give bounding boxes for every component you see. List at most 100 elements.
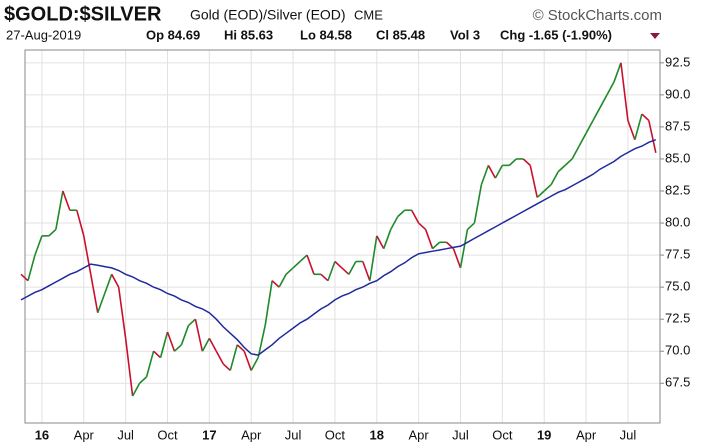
exchange: CME bbox=[354, 7, 383, 22]
price-segment bbox=[334, 260, 343, 269]
price-segment bbox=[578, 132, 587, 147]
price-segment bbox=[459, 229, 469, 269]
low: Lo 84.58 bbox=[300, 27, 352, 42]
price-segment bbox=[452, 248, 462, 269]
y-tick-label: 92.5 bbox=[665, 54, 690, 69]
price-segment bbox=[648, 120, 657, 153]
price-segment bbox=[362, 261, 371, 281]
price-segment bbox=[327, 261, 336, 281]
price-segment bbox=[264, 280, 273, 326]
price-segment bbox=[410, 209, 420, 224]
volume: Vol 3 bbox=[450, 27, 480, 42]
y-tick-label: 80.0 bbox=[665, 214, 690, 229]
price-segment bbox=[473, 184, 483, 224]
x-tick-label: Jul bbox=[452, 427, 469, 442]
price-segment bbox=[599, 94, 608, 109]
price-segment bbox=[48, 228, 57, 237]
moving-average bbox=[20, 138, 657, 356]
price-segment bbox=[194, 319, 204, 352]
price-segment bbox=[180, 325, 190, 346]
x-tick-label: 18 bbox=[370, 427, 384, 442]
x-tick-label: Apr bbox=[576, 427, 597, 442]
x-tick-label: 16 bbox=[35, 427, 49, 442]
x-tick-label: Jul bbox=[285, 427, 302, 442]
y-tick-label: 87.5 bbox=[665, 118, 690, 133]
x-tick-label: Oct bbox=[157, 427, 178, 442]
price-segment bbox=[543, 183, 552, 192]
price-segment bbox=[536, 190, 545, 198]
price-segment bbox=[292, 260, 301, 269]
price-segment bbox=[153, 350, 162, 359]
price-segment bbox=[278, 273, 287, 288]
price-segment bbox=[27, 254, 36, 281]
price-segment bbox=[348, 261, 357, 275]
y-tick-label: 77.5 bbox=[665, 247, 690, 262]
x-tick-label: Apr bbox=[241, 427, 262, 442]
y-tick-label: 67.5 bbox=[665, 375, 690, 390]
x-tick-label: 17 bbox=[202, 427, 216, 442]
price-segment bbox=[173, 344, 182, 352]
price-segment bbox=[627, 120, 636, 140]
close: Cl 85.48 bbox=[376, 27, 425, 42]
price-segment bbox=[306, 254, 315, 275]
price-segment bbox=[390, 216, 399, 230]
price-segment bbox=[243, 350, 252, 371]
source: © StockCharts.com bbox=[533, 7, 662, 24]
price-segment bbox=[124, 338, 134, 397]
change: Chg -1.65 (-1.90%) bbox=[500, 27, 612, 42]
price-segment bbox=[62, 190, 71, 211]
chart-title: $GOLD:$SILVER bbox=[4, 3, 162, 25]
price-segment bbox=[201, 338, 211, 352]
price-segment bbox=[397, 209, 406, 218]
price-segment bbox=[571, 145, 580, 160]
price-segment bbox=[613, 62, 622, 83]
x-tick-label: Apr bbox=[409, 427, 430, 442]
price-segment bbox=[131, 382, 141, 397]
price-segment bbox=[418, 222, 427, 231]
high: Hi 85.63 bbox=[224, 27, 273, 42]
x-tick-label: Jul bbox=[620, 427, 637, 442]
price-segment bbox=[208, 338, 218, 352]
price-segment bbox=[529, 165, 539, 198]
price-segment bbox=[82, 235, 92, 275]
price-segment bbox=[20, 273, 29, 282]
price-segment bbox=[222, 363, 231, 372]
price-segment bbox=[110, 273, 120, 288]
price-segment bbox=[585, 120, 594, 134]
price-segment bbox=[494, 164, 504, 179]
chart-subtitle: Gold (EOD)/Silver (EOD) bbox=[190, 7, 346, 23]
price-segment bbox=[382, 229, 392, 249]
price-segment bbox=[285, 267, 294, 275]
x-tick-label: Oct bbox=[492, 427, 513, 442]
down-arrow bbox=[650, 33, 660, 39]
price-segment bbox=[432, 241, 441, 250]
x-tick-label: 19 bbox=[537, 427, 551, 442]
price-segment bbox=[320, 273, 329, 282]
price-segment bbox=[76, 210, 85, 237]
y-tick-label: 70.0 bbox=[665, 343, 690, 358]
price-segment bbox=[145, 351, 155, 378]
plot-frame bbox=[24, 49, 661, 424]
price-segment bbox=[89, 274, 99, 313]
price-segment bbox=[166, 331, 176, 352]
price-segment bbox=[369, 235, 378, 281]
price-segment bbox=[592, 107, 601, 121]
price-segment bbox=[550, 171, 559, 185]
x-tick-label: Jul bbox=[117, 427, 134, 442]
y-tick-label: 90.0 bbox=[665, 86, 690, 101]
open: Op 84.69 bbox=[146, 27, 200, 42]
price-segment bbox=[620, 62, 629, 121]
price-segment bbox=[34, 235, 43, 256]
price-segment bbox=[341, 267, 350, 275]
price-segment bbox=[236, 344, 245, 352]
price-segment bbox=[271, 280, 280, 288]
price-segment bbox=[564, 158, 573, 166]
price-segment bbox=[215, 350, 225, 365]
price-segment bbox=[522, 158, 531, 166]
price-segment bbox=[257, 325, 266, 358]
price-segment bbox=[103, 274, 113, 294]
x-tick-label: Oct bbox=[325, 427, 346, 442]
price-segment bbox=[159, 331, 169, 358]
price-segment bbox=[55, 190, 64, 230]
date: 27-Aug-2019 bbox=[6, 27, 81, 42]
